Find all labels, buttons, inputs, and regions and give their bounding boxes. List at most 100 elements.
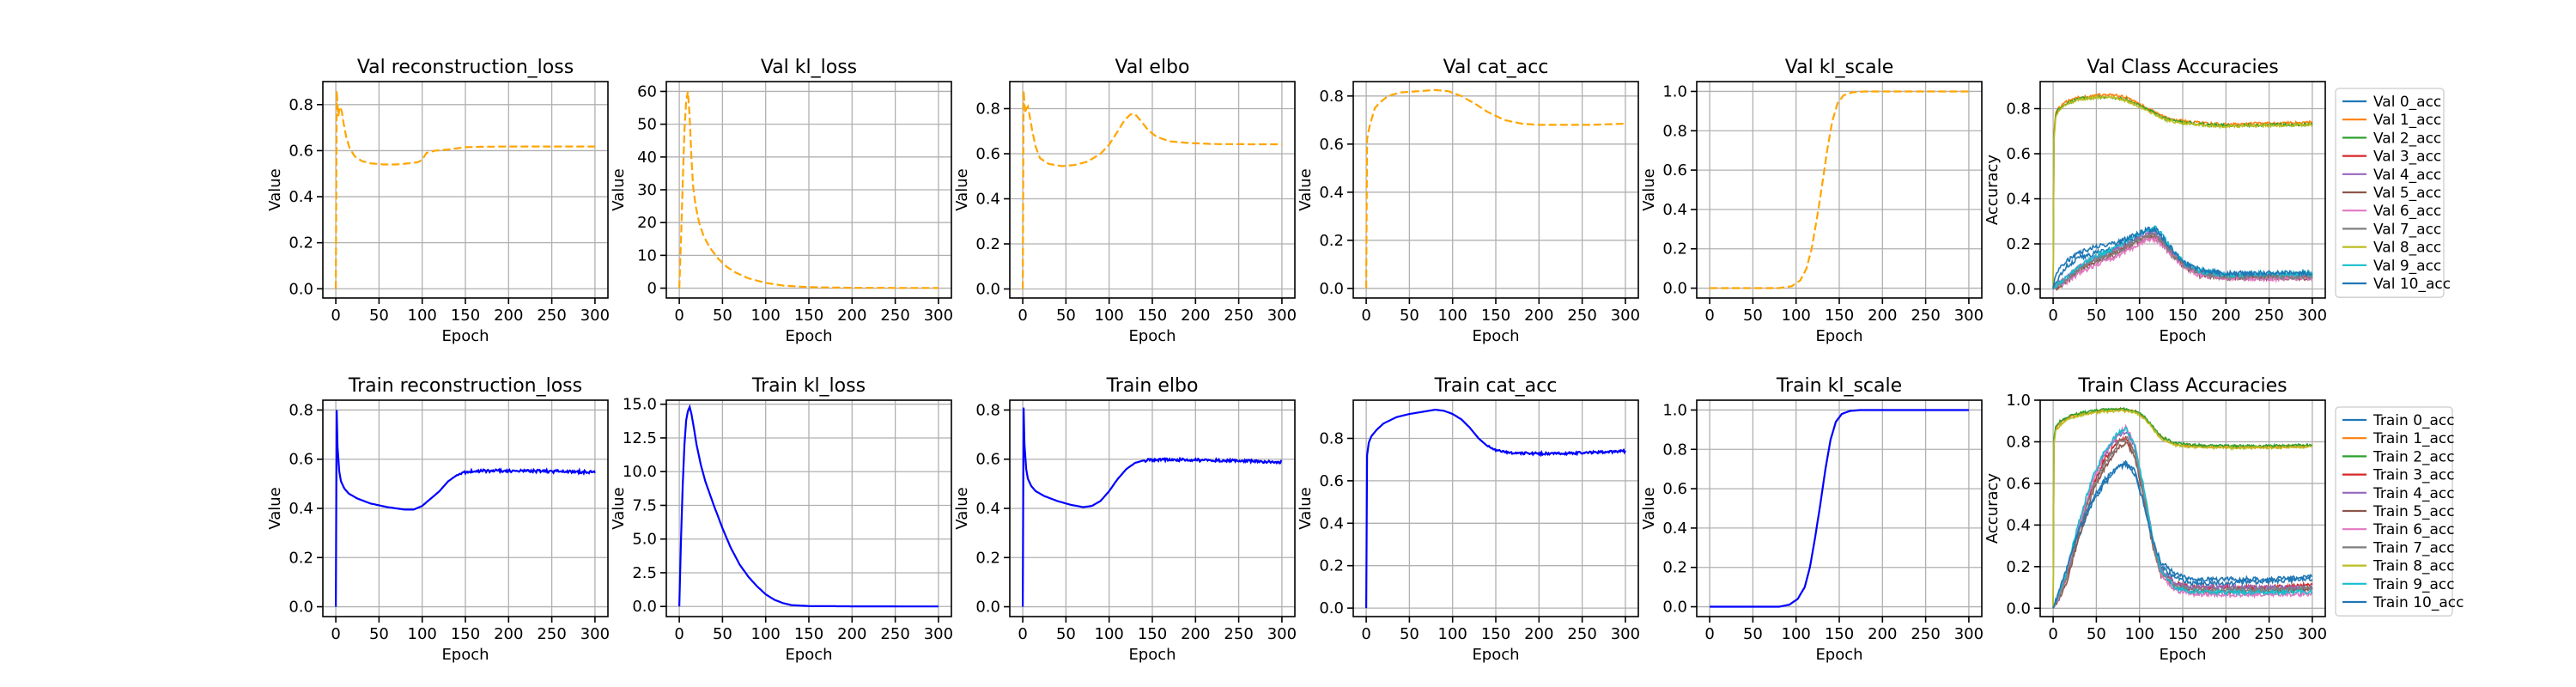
y-tick-label: 0.2 xyxy=(1662,240,1687,258)
axes-frame xyxy=(1696,399,1983,617)
x-tick-label: 50 xyxy=(369,625,389,643)
series-group xyxy=(2052,406,2313,609)
legend-label: Val 9_acc xyxy=(2373,258,2441,275)
x-tick-label: 100 xyxy=(408,625,437,643)
y-tick-label: 0.4 xyxy=(1662,201,1687,219)
x-tick-label: 50 xyxy=(1400,307,1419,325)
y-axis-label: Value xyxy=(266,487,284,529)
x-axis-label: Epoch xyxy=(1815,646,1862,664)
x-tick-label: 300 xyxy=(1954,307,1984,325)
legend-label: Val 0_acc xyxy=(2373,94,2441,111)
y-tick-label: 10 xyxy=(637,246,657,264)
y-tick-label: 0.8 xyxy=(289,96,313,114)
series-group xyxy=(1365,88,1625,289)
legend-label: Val 5_acc xyxy=(2373,185,2441,202)
x-tick-label: 250 xyxy=(1911,625,1940,643)
subplot-train_recon: 0 50 100 150 200 250 300 0.0 0.2 0.4 0.6 0.8 Train r… xyxy=(266,375,610,664)
y-tick-label: 1.0 xyxy=(2006,392,2031,410)
x-tick-label: 150 xyxy=(2168,307,2197,325)
y-tick-label: 50 xyxy=(637,116,657,134)
y-tick-label: 0.4 xyxy=(975,191,1000,209)
y-axis-label: Value xyxy=(1297,168,1315,210)
y-tick-label: 0.6 xyxy=(2006,475,2031,493)
x-tick-label: 50 xyxy=(1056,625,1076,643)
legend-label: Val 1_acc xyxy=(2373,112,2441,129)
x-tick-label: 50 xyxy=(713,307,732,325)
axes-frame xyxy=(1696,81,1983,299)
legend-label: Train 6_acc xyxy=(2372,521,2455,538)
chart-title: Train Class Accuracies xyxy=(2077,375,2287,397)
x-tick-label: 50 xyxy=(1400,625,1419,643)
y-tick-label: 0.4 xyxy=(289,188,313,206)
axes-frame xyxy=(1009,399,1296,617)
subplot-train_catacc: 0 50 100 150 200 250 300 0.0 0.2 0.4 0.6 0.8 Train c… xyxy=(1297,375,1640,664)
x-tick-label: 0 xyxy=(331,625,340,643)
x-tick-label: 100 xyxy=(1782,625,1811,643)
x-tick-label: 200 xyxy=(1868,625,1897,643)
legend-label: Train 8_acc xyxy=(2372,558,2455,575)
x-tick-label: 0 xyxy=(2048,307,2057,325)
y-tick-label: 0.6 xyxy=(1662,161,1687,179)
y-tick-label: 0.8 xyxy=(2006,433,2031,451)
y-tick-label: 0.2 xyxy=(1662,559,1687,577)
x-tick-label: 300 xyxy=(2298,307,2327,325)
chart-title: Train cat_acc xyxy=(1434,375,1558,397)
y-tick-label: 0.0 xyxy=(632,598,657,616)
series-group xyxy=(335,410,596,607)
x-tick-label: 300 xyxy=(580,307,610,325)
legend-label: Train 3_acc xyxy=(2372,467,2455,484)
series-group xyxy=(1365,408,1626,609)
x-tick-label: 50 xyxy=(713,625,732,643)
y-tick-label: 0.6 xyxy=(289,451,313,469)
y-axis-label: Value xyxy=(610,487,628,529)
x-tick-label: 250 xyxy=(880,307,909,325)
legend-label: Train 4_acc xyxy=(2372,485,2455,502)
x-tick-label: 250 xyxy=(880,625,909,643)
x-tick-label: 200 xyxy=(837,307,866,325)
y-tick-label: 40 xyxy=(637,149,657,167)
axes-frame xyxy=(322,399,609,617)
y-tick-label: 0.0 xyxy=(975,599,1000,617)
x-axis-label: Epoch xyxy=(785,646,832,664)
y-tick-label: 7.5 xyxy=(632,496,657,514)
x-tick-label: 150 xyxy=(1138,307,1167,325)
x-tick-label: 50 xyxy=(1743,625,1763,643)
y-tick-label: 0.6 xyxy=(2006,145,2031,163)
y-tick-label: 0.2 xyxy=(1319,557,1344,575)
x-tick-label: 50 xyxy=(369,307,389,325)
y-tick-label: 0.0 xyxy=(289,599,313,617)
legend-label: Train 0_acc xyxy=(2372,412,2455,429)
x-tick-label: 300 xyxy=(1611,307,1640,325)
y-tick-label: 0.4 xyxy=(2006,516,2031,534)
y-tick-label: 0.8 xyxy=(975,100,1000,119)
series-line-val-10_acc xyxy=(2052,225,2313,289)
x-tick-label: 300 xyxy=(924,625,953,643)
x-axis-label: Epoch xyxy=(785,327,832,345)
legend-label: Val 8_acc xyxy=(2373,240,2441,257)
x-tick-label: 50 xyxy=(1056,307,1076,325)
x-tick-label: 0 xyxy=(674,307,683,325)
series-line-train_catacc xyxy=(1365,408,1626,609)
x-axis-label: Epoch xyxy=(441,327,489,345)
x-axis-label: Epoch xyxy=(1128,327,1176,345)
series-line-train-10_acc xyxy=(2052,461,2313,609)
series-group xyxy=(678,404,939,608)
series-line-val_catacc xyxy=(1365,88,1625,289)
y-tick-label: 0.0 xyxy=(2006,599,2031,617)
x-tick-label: 250 xyxy=(1567,307,1596,325)
x-tick-label: 150 xyxy=(1481,625,1510,643)
subplot-train_class: 0 50 100 150 200 250 300 0.0 0.2 0.4 0.6 0.8 1.0 Trai… xyxy=(1984,375,2464,664)
y-tick-label: 0.8 xyxy=(289,401,313,419)
y-tick-label: 0.4 xyxy=(2006,191,2031,209)
y-tick-label: 1.0 xyxy=(1662,82,1687,100)
y-tick-label: 0.4 xyxy=(975,500,1000,518)
series-line-train_elbo xyxy=(1022,407,1283,607)
y-tick-label: 12.5 xyxy=(623,429,657,447)
y-tick-label: 0.0 xyxy=(1662,599,1687,617)
subplot-val_elbo: 0 50 100 150 200 250 300 0.0 0.2 0.4 0.6 0.8 Val elb… xyxy=(953,57,1297,345)
y-tick-label: 0.0 xyxy=(289,280,313,298)
y-tick-label: 5.0 xyxy=(632,531,657,549)
x-tick-label: 100 xyxy=(1438,307,1467,325)
legend-label: Val 7_acc xyxy=(2373,221,2441,238)
